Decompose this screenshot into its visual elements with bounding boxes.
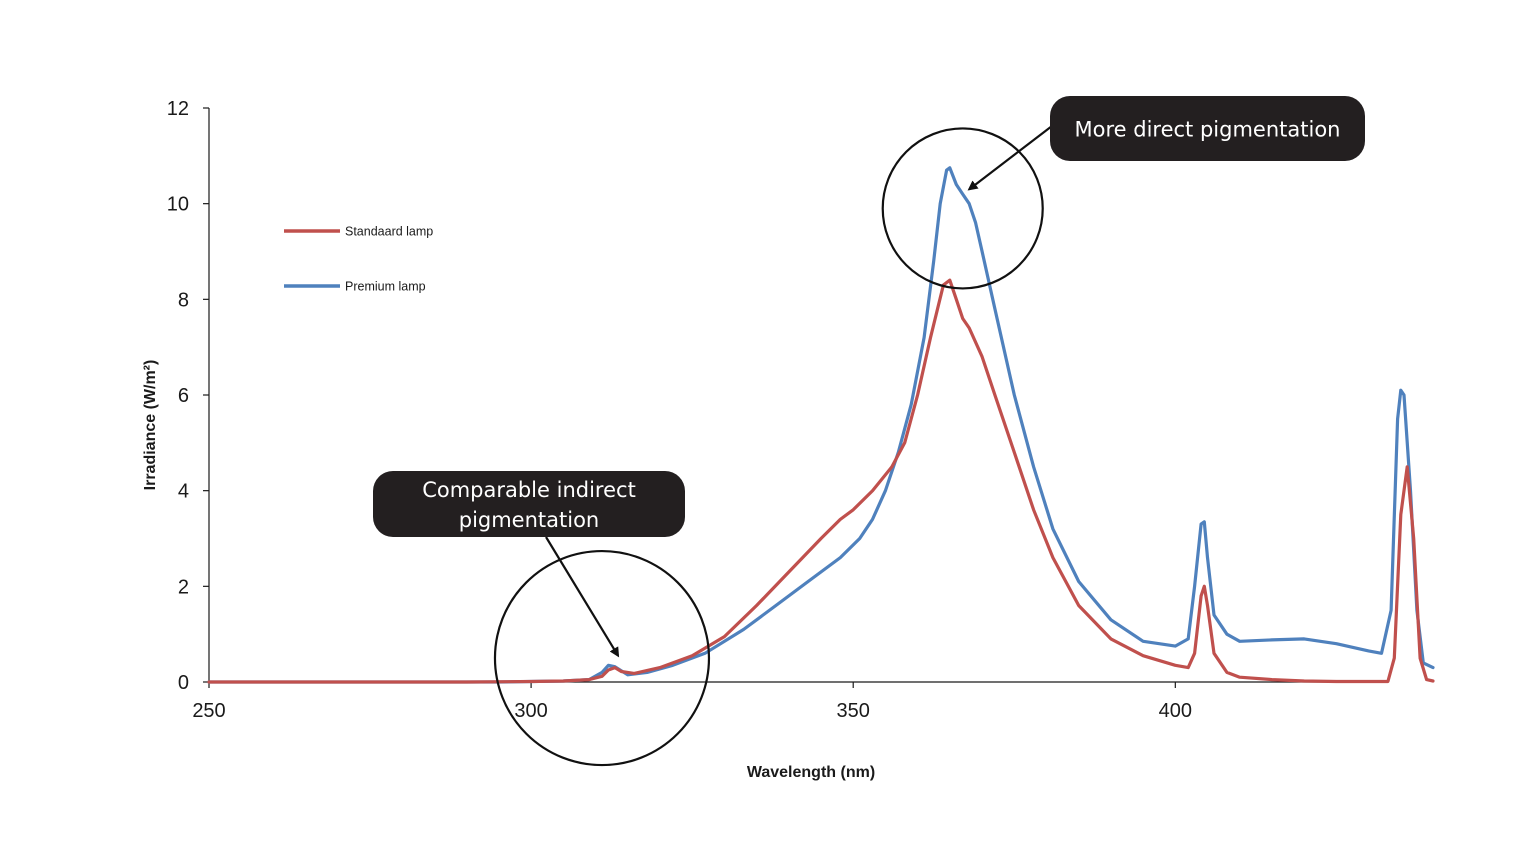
legend-item-premium: Premium lamp [284, 280, 426, 294]
y-tick-label: 8 [178, 289, 189, 311]
callout-label: Comparable indirect [422, 478, 636, 502]
callout-box [1050, 96, 1365, 161]
y-tick-label: 6 [178, 385, 189, 407]
callout-box [373, 471, 685, 537]
axis-ticks: 0 2 4 6 8 10 12 250 300 350 400 [167, 98, 1192, 722]
series-line-premium [207, 166, 1435, 684]
y-tick-label: 12 [167, 98, 189, 120]
highlight-circle [881, 127, 1044, 290]
callout-label: pigmentation [459, 508, 600, 532]
data-series [207, 166, 1435, 684]
legend-label: Premium lamp [345, 280, 426, 294]
callout-arrow [545, 536, 620, 658]
x-tick-label: 300 [514, 700, 547, 722]
callout-label: More direct pigmentation [1075, 118, 1341, 142]
y-tick-label: 10 [167, 194, 189, 216]
legend-item-standard: Standaard lamp [284, 225, 433, 239]
x-axis-title: Wavelength (nm) [747, 764, 875, 781]
x-tick-label: 400 [1159, 700, 1192, 722]
y-tick-label: 0 [178, 672, 189, 694]
callouts: Comparable indirect pigmentation More dire… [373, 96, 1365, 767]
legend: Standaard lamp Premium lamp [284, 225, 433, 294]
y-axis-title: Irradiance (W/m²) [142, 360, 159, 491]
y-tick-label: 4 [178, 481, 189, 503]
x-tick-label: 250 [192, 700, 225, 722]
series-line-standard [207, 278, 1435, 684]
highlight-circle [493, 549, 711, 767]
callout-indirect: Comparable indirect pigmentation [373, 471, 711, 767]
y-tick-label: 2 [178, 576, 189, 598]
legend-label: Standaard lamp [345, 225, 433, 239]
callout-direct: More direct pigmentation [881, 96, 1365, 290]
x-tick-label: 350 [837, 700, 870, 722]
callout-arrow [967, 125, 1053, 191]
